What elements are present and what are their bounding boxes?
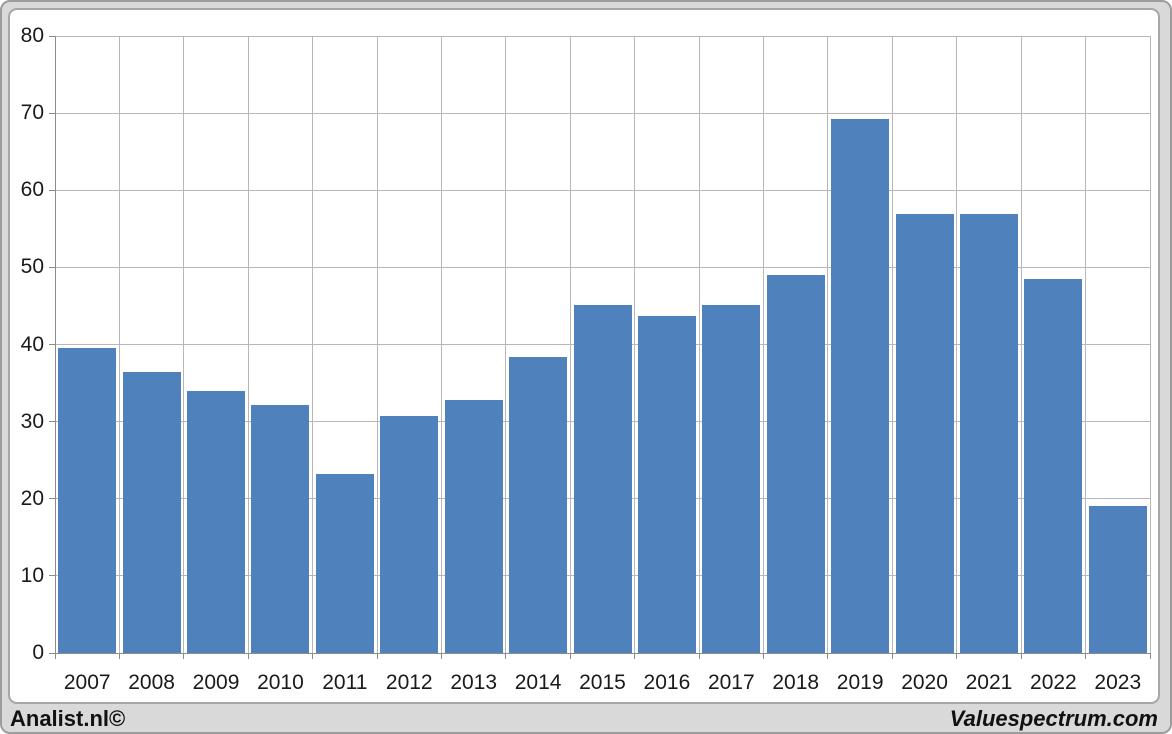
bar-2008: [122, 372, 181, 653]
y-axis-tick: [49, 652, 55, 654]
v-gridline: [1020, 36, 1022, 653]
x-tick-label: 2019: [836, 671, 884, 694]
bar-2020: [895, 214, 954, 653]
bar-2011: [315, 474, 374, 653]
y-axis-tick: [49, 344, 55, 345]
h-gridline: [55, 112, 1150, 114]
x-axis-tick: [440, 653, 442, 659]
h-gridline: [55, 189, 1150, 191]
x-tick-label: 2015: [579, 671, 626, 694]
analist-credit: Analist.nl©: [10, 706, 126, 731]
x-axis-line: [55, 652, 1150, 654]
v-gridline: [183, 36, 185, 653]
y-axis-tick: [49, 421, 55, 423]
x-axis-tick: [505, 653, 507, 659]
plot-area: 0 10 20 30 40 50 60 70 80 2007 2008 2009 2010 2011 201…: [21, 24, 1151, 694]
bar-2022: [1024, 278, 1083, 653]
y-tick-label: 30: [20, 409, 44, 433]
x-tick-label: 2023: [1094, 671, 1142, 694]
x-axis-tick: [698, 653, 700, 659]
bar-2017: [702, 305, 761, 653]
v-gridline: [827, 36, 829, 653]
bar-2019: [831, 119, 890, 653]
y-axis-tick: [49, 112, 55, 114]
bar-2014: [509, 356, 568, 653]
x-tick-label: 2013: [450, 671, 498, 694]
x-tick-label: 2020: [901, 671, 948, 694]
x-axis-tick: [891, 653, 893, 659]
chart-frame: 0 10 20 30 40 50 60 70 80 2007 2008 2009 2010 2011 201…: [8, 8, 1160, 704]
x-tick-label: 2022: [1030, 671, 1077, 694]
bar-2018: [766, 275, 825, 653]
v-gridline: [376, 36, 378, 653]
bar-2009: [187, 390, 246, 653]
v-gridline: [440, 36, 442, 653]
y-tick-label: 80: [20, 24, 44, 47]
y-axis-tick: [49, 35, 55, 37]
x-axis-tick: [54, 653, 56, 659]
x-axis-tick: [1020, 653, 1022, 659]
v-gridline: [569, 36, 571, 653]
v-gridline: [312, 36, 314, 653]
v-gridline: [763, 36, 765, 653]
bar-2023: [1088, 506, 1147, 653]
x-tick-label: 2009: [192, 671, 240, 694]
x-axis-tick: [376, 653, 378, 659]
x-axis-tick: [1085, 653, 1087, 659]
x-axis-tick: [569, 653, 571, 659]
bar-2012: [380, 416, 439, 653]
x-tick-label: 2021: [965, 671, 1013, 694]
x-tick-label: 2016: [643, 671, 691, 694]
x-axis-tick: [827, 653, 829, 659]
bar-2021: [959, 214, 1018, 653]
v-gridline: [1085, 36, 1087, 653]
y-axis-tick: [49, 498, 55, 500]
x-axis-tick: [1149, 653, 1151, 659]
y-axis-line: [54, 36, 56, 653]
v-gridline: [118, 36, 120, 653]
y-tick-label: 20: [20, 486, 44, 510]
h-gridline: [55, 35, 1150, 37]
v-gridline: [1149, 36, 1151, 653]
y-tick-label: 10: [20, 563, 44, 587]
y-tick-label: 50: [20, 255, 44, 279]
x-tick-label: 2007: [63, 671, 111, 694]
h-gridline: [55, 266, 1150, 268]
y-axis-tick: [49, 189, 55, 191]
bar-2007: [58, 347, 117, 653]
x-tick-label: 2014: [514, 671, 562, 694]
y-axis-tick: [49, 266, 55, 268]
x-axis-tick: [183, 653, 185, 659]
x-tick-label: 2008: [128, 671, 175, 694]
y-axis-tick: [49, 575, 55, 577]
x-axis-tick: [312, 653, 314, 659]
x-axis-tick: [247, 653, 249, 659]
x-axis-tick: [634, 653, 636, 659]
x-tick-label: 2011: [322, 671, 368, 694]
v-gridline: [891, 36, 893, 653]
x-tick-label: 2010: [257, 671, 304, 694]
valuespectrum-credit: Valuespectrum.com: [949, 706, 1158, 731]
v-gridline: [698, 36, 700, 653]
x-axis-tick: [118, 653, 120, 659]
v-gridline: [505, 36, 507, 653]
v-gridline: [634, 36, 636, 653]
y-tick-label: 40: [20, 332, 44, 356]
bar-2016: [637, 315, 696, 653]
x-axis-tick: [956, 653, 958, 659]
bar-2010: [251, 405, 310, 653]
x-axis-tick: [763, 653, 765, 659]
x-tick-label: 2012: [385, 671, 433, 694]
x-tick-label: 2018: [772, 671, 820, 694]
bar-2013: [444, 400, 503, 653]
v-gridline: [247, 36, 249, 653]
v-gridline: [956, 36, 958, 653]
y-tick-label: 70: [20, 101, 44, 125]
y-tick-label: 0: [32, 641, 44, 664]
y-tick-label: 60: [20, 178, 44, 202]
bar-2015: [573, 305, 632, 653]
x-tick-label: 2017: [707, 671, 755, 694]
